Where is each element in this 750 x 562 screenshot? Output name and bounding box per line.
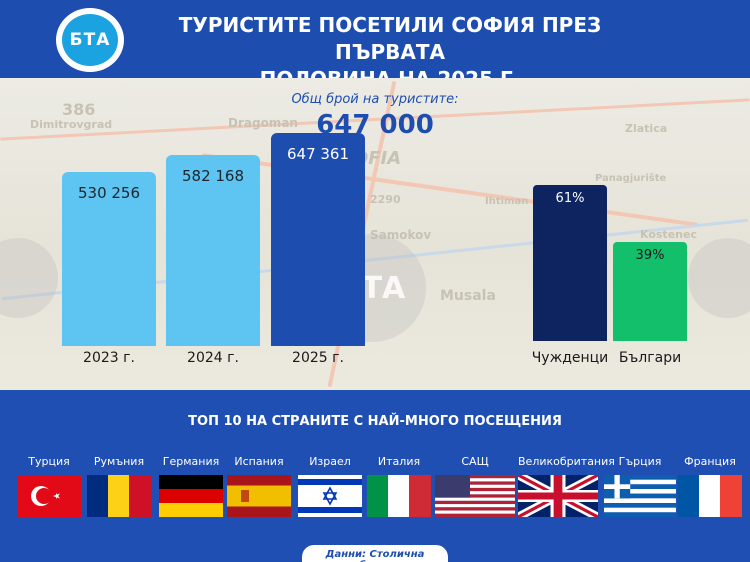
bar-1: [533, 185, 607, 341]
bta-watermark-icon: [0, 238, 58, 318]
bar-value-label: 530 256: [77, 183, 141, 202]
country-label: Гърция: [618, 455, 662, 468]
turkey-flag-icon: [17, 475, 81, 517]
bta-logo: БТА: [56, 8, 124, 72]
bar-value-label: 61%: [555, 191, 585, 207]
usa-flag-icon: [435, 475, 515, 517]
bar-category-label: 2023 г.: [83, 350, 135, 366]
bar-value-label: 39%: [635, 247, 665, 263]
country-label: Великобритания: [518, 455, 615, 468]
title-line-1: ТУРИСТИТЕ ПОСЕТИЛИ СОФИЯ ПРЕЗ ПЪРВАТА: [178, 13, 602, 64]
bar-category-label: 2024 г.: [187, 350, 239, 366]
israel-flag-icon: [298, 475, 362, 517]
bar-value-label: 647 361: [286, 145, 350, 164]
top10-title: ТОП 10 НА СТРАНИТЕ С НАЙ-МНОГО ПОСЕЩЕНИЯ: [188, 414, 562, 429]
bar-category-label: 2025 г.: [292, 350, 344, 366]
country-label: Франция: [684, 455, 736, 468]
bar-value-label: 582 168: [181, 166, 245, 185]
data-source: Данни: Столична община: [302, 545, 448, 562]
bta-watermark-icon: [688, 238, 750, 318]
country-label: Турция: [28, 455, 70, 468]
italy-flag-icon: [367, 475, 431, 517]
country-label: Испания: [234, 455, 284, 468]
country-label: Румъния: [93, 455, 145, 468]
map-label: Musala: [440, 288, 496, 304]
bar-category-label: Българи: [618, 350, 682, 366]
map-label: Samokov: [370, 228, 432, 242]
map-label: Zlatica: [625, 122, 668, 135]
map-label: Dragoman: [228, 116, 298, 130]
spain-flag-icon: [227, 475, 291, 517]
country-label: Германия: [162, 455, 220, 468]
romania-flag-icon: [87, 475, 151, 517]
country-label: Израел: [309, 455, 351, 468]
bar-category-label: Чужденци: [531, 350, 609, 366]
bta-logo-text: БТА: [60, 12, 120, 68]
map-label: 386: [62, 100, 96, 119]
greece-flag-icon: [604, 475, 676, 517]
bar-1: [62, 171, 156, 346]
bar-2: [166, 154, 260, 346]
total-tourists-value: 647 000: [316, 110, 434, 140]
bar-3: [271, 133, 365, 346]
header-banner: БТА ТУРИСТИТЕ ПОСЕТИЛИ СОФИЯ ПРЕЗ ПЪРВАТ…: [0, 0, 750, 91]
bar-2: [613, 241, 687, 341]
map-label: Kostenec: [640, 228, 697, 241]
map-label: Dimitrovgrad: [30, 118, 113, 131]
total-tourists-label: Общ брой на туристите:: [291, 92, 459, 107]
country-label: САЩ: [461, 455, 489, 468]
germany-flag-icon: [159, 475, 223, 517]
map-label: 2290: [370, 193, 401, 206]
map-label: Ihtiman: [485, 196, 529, 207]
france-flag-icon: [678, 475, 742, 517]
country-label: Италия: [377, 455, 421, 468]
map-label: Panagjurište: [595, 173, 667, 184]
uk-flag-icon: [518, 475, 598, 517]
